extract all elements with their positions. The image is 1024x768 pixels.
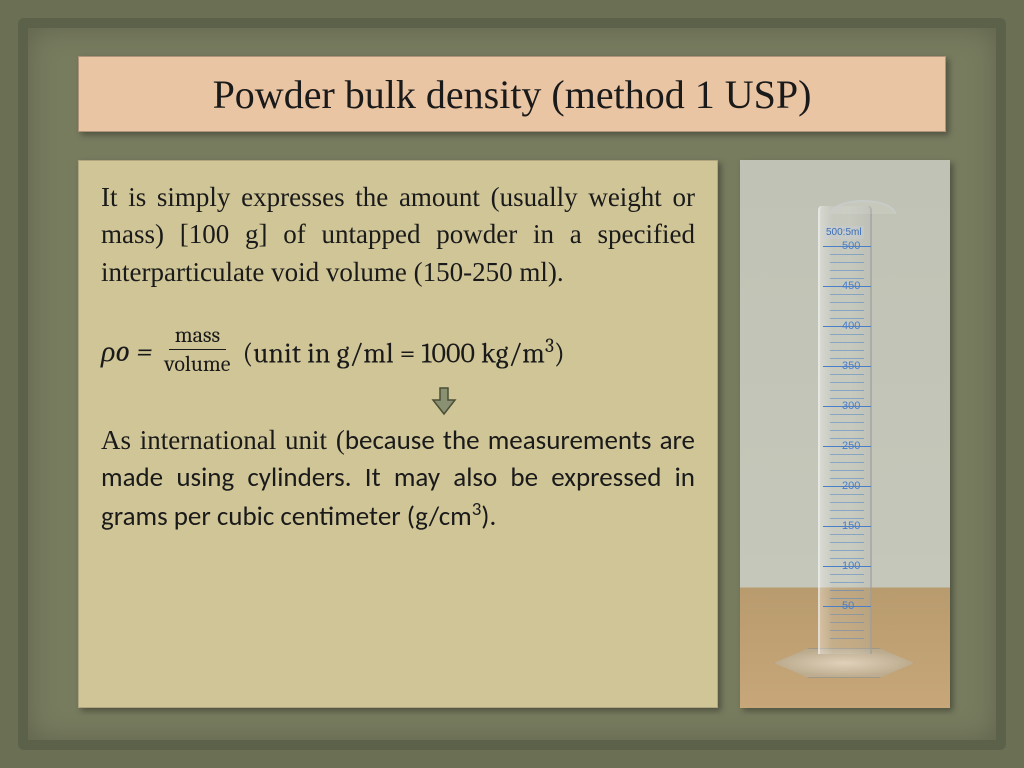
graduation-label: 100	[842, 560, 860, 572]
graduation-minor	[830, 462, 864, 463]
graduation-minor	[830, 294, 864, 295]
cylinder-image: 500:5ml 500 450 400 350 300 250 200 150 100 50	[740, 160, 950, 708]
graduation-minor	[830, 270, 864, 271]
graduation-label: 350	[842, 360, 860, 372]
graduation-minor	[830, 478, 864, 479]
graduation-minor	[830, 334, 864, 335]
graduation-minor	[830, 590, 864, 591]
graduation-minor	[830, 614, 864, 615]
content-panel: It is simply expresses the amount (usual…	[78, 160, 718, 708]
graduation-label: 150	[842, 520, 860, 532]
graduation-minor	[830, 534, 864, 535]
graduated-cylinder: 500:5ml 500 450 400 350 300 250 200 150 100 50	[802, 200, 888, 680]
graduation-minor	[830, 574, 864, 575]
graduation-minor	[830, 342, 864, 343]
graduation-minor	[830, 414, 864, 415]
unit-paragraph: As international unit (because the measu…	[101, 422, 695, 535]
graduation-minor	[830, 310, 864, 311]
formula-denominator: volume	[164, 350, 230, 376]
graduation-minor	[830, 438, 864, 439]
graduation-minor	[830, 374, 864, 375]
graduation-minor	[830, 518, 864, 519]
definition-paragraph: It is simply expresses the amount (usual…	[101, 179, 695, 291]
graduation-minor	[830, 494, 864, 495]
graduation-label: 500	[842, 240, 860, 252]
graduation-minor	[830, 390, 864, 391]
graduation-minor	[830, 422, 864, 423]
graduation-minor	[830, 550, 864, 551]
graduation-label: 400	[842, 320, 860, 332]
graduation-minor	[830, 318, 864, 319]
graduation-minor	[830, 358, 864, 359]
formula-unit: (unit in g/ml = 1000 kg/m3)	[242, 334, 564, 369]
graduation-minor	[830, 622, 864, 623]
graduation-minor	[830, 262, 864, 263]
arrow-path	[433, 388, 455, 414]
graduation-minor	[830, 558, 864, 559]
graduation-minor	[830, 502, 864, 503]
graduation-minor	[830, 350, 864, 351]
graduation-minor	[830, 470, 864, 471]
graduation-minor	[830, 638, 864, 639]
graduation-minor	[830, 254, 864, 255]
cylinder-capacity-label: 500:5ml	[824, 226, 864, 239]
formula-lhs: ρo =	[101, 334, 152, 369]
graduation-label: 50	[842, 600, 854, 612]
graduation-minor	[830, 582, 864, 583]
graduation-label: 300	[842, 400, 860, 412]
cylinder-tube: 500:5ml 500 450 400 350 300 250 200 150 100 50	[818, 206, 872, 654]
slide-title: Powder bulk density (method 1 USP)	[213, 71, 812, 118]
graduation-minor	[830, 454, 864, 455]
graduation-minor	[830, 430, 864, 431]
slide-title-box: Powder bulk density (method 1 USP)	[78, 56, 946, 132]
graduation-minor	[830, 598, 864, 599]
formula-row: ρo = mass volume (unit in g/ml = 1000 kg…	[101, 325, 695, 378]
formula-numerator: mass	[169, 323, 226, 350]
graduation-label: 200	[842, 480, 860, 492]
cylinder-spout	[830, 200, 896, 214]
graduation-minor	[830, 398, 864, 399]
formula-fraction: mass volume	[164, 323, 230, 376]
graduation-label: 450	[842, 280, 860, 292]
graduation-minor	[830, 630, 864, 631]
graduation-minor	[830, 278, 864, 279]
graduation-minor	[830, 542, 864, 543]
graduation-minor	[830, 382, 864, 383]
down-arrow-icon	[431, 386, 457, 416]
graduation-label: 250	[842, 440, 860, 452]
graduation-minor	[830, 510, 864, 511]
graduation-minor	[830, 302, 864, 303]
